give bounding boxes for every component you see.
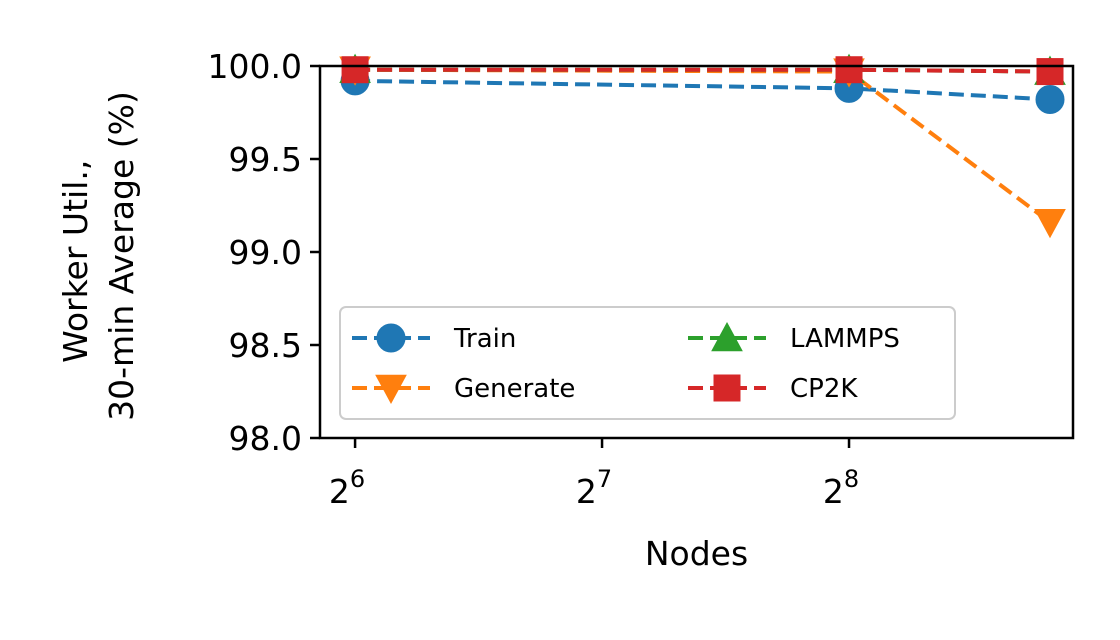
series-cp2k (341, 56, 1064, 86)
x-tick-label: 27 (576, 465, 612, 511)
y-tick-label: 100.0 (208, 47, 302, 86)
legend-label: CP2K (790, 374, 858, 404)
legend-box (339, 306, 956, 420)
legend-item: Generate (352, 374, 575, 405)
y-tick-label: 98.5 (229, 326, 302, 365)
data-point (1036, 58, 1064, 86)
legend-item: CP2K (688, 374, 858, 404)
legend-marker (713, 374, 741, 402)
x-tick-label: 26 (329, 465, 365, 511)
legend-label: LAMMPS (790, 324, 900, 354)
legend: Train Generate LAMMPS CP2K (339, 306, 956, 420)
y-tick-label: 98.0 (229, 419, 302, 458)
legend-label: Generate (454, 374, 575, 404)
y-tick-label: 99.0 (229, 233, 302, 272)
legend-item: Train (352, 323, 516, 354)
series-layer (339, 53, 1066, 239)
y-axis-label-line-1: Worker Util., (56, 160, 95, 363)
x-axis-label: Nodes (645, 534, 748, 573)
y-tick-label: 99.5 (229, 140, 302, 179)
legend-marker (376, 323, 406, 353)
data-point (835, 56, 863, 84)
legend-label: Train (453, 324, 516, 354)
legend-marker (711, 321, 743, 352)
y-axis-label-line-2: 30-min Average (%) (102, 91, 141, 421)
legend-item: LAMMPS (688, 321, 900, 354)
data-point (341, 56, 369, 84)
y-axis-label: Worker Util., 30-min Average (%) (56, 91, 141, 421)
x-tick-label: 28 (823, 465, 859, 511)
legend-marker (375, 374, 407, 405)
ticks-layer: 98.0 98.5 99.0 99.5 100.0 26 27 28 (208, 47, 860, 511)
data-point (1035, 84, 1065, 114)
data-point (1034, 208, 1066, 239)
